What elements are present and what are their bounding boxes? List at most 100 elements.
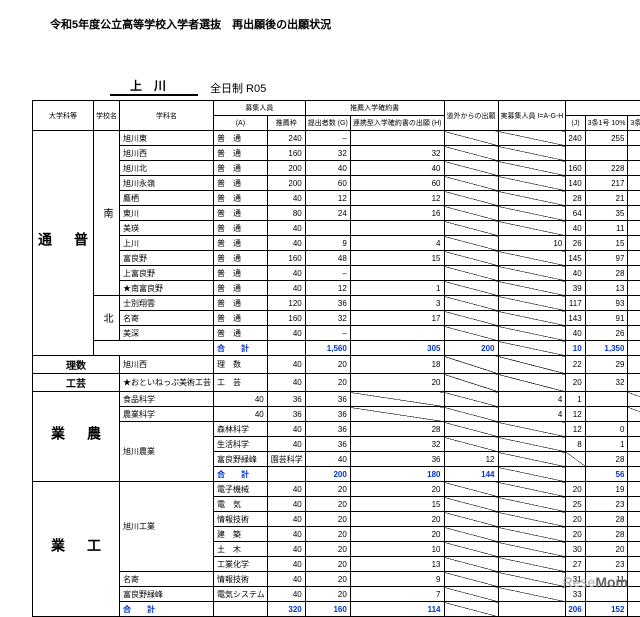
cell-d	[498, 326, 566, 341]
cell-h	[444, 542, 498, 557]
cell-d	[498, 146, 566, 161]
cell-i: 40	[566, 266, 585, 281]
cell-s: 180	[350, 467, 444, 482]
cell-h	[444, 281, 498, 296]
col-j: (J)	[566, 116, 585, 131]
table-row: 合 計3201601142061520.710.8	[33, 602, 640, 617]
course-cell	[267, 341, 305, 356]
cell-j: 35	[585, 206, 628, 221]
cell-d	[498, 176, 566, 191]
cell-j1	[628, 236, 640, 251]
cell-a: 240	[267, 131, 305, 146]
cell-d	[498, 131, 566, 146]
cell-i	[566, 146, 585, 161]
cell-d: 10	[566, 341, 585, 356]
school-cell: 士別翔雲	[120, 296, 214, 311]
cell-d	[566, 452, 585, 467]
table-row: 普通南旭川東普 通240–240255211.11.2	[33, 131, 640, 146]
cell-a: 40	[267, 356, 305, 374]
school-cell: 合 計	[214, 341, 268, 356]
course-cell: 工業化学	[214, 557, 268, 572]
type-label: 全日制 R05	[210, 80, 266, 96]
cell-g: 20	[350, 512, 444, 527]
cell-j: 11	[585, 221, 628, 236]
cell-d	[498, 527, 566, 542]
course-cell: 工 芸	[214, 374, 268, 392]
cell-s: 12	[305, 281, 350, 296]
school-cell: 美深	[120, 326, 214, 341]
cell-g: 15	[350, 251, 444, 266]
school-cell: 旭川東	[120, 131, 214, 146]
col-recruit: 募集人員	[214, 101, 306, 116]
cell-s: 20	[305, 527, 350, 542]
course-cell: 普 通	[214, 161, 268, 176]
cell-a: 40	[267, 557, 305, 572]
cell-d	[498, 497, 566, 512]
table-row: 富良野普 通16048151459700.70.9	[33, 251, 640, 266]
cell-j	[585, 146, 628, 161]
cell-h	[498, 341, 566, 356]
cell-j1: 1	[628, 296, 640, 311]
cell-d	[498, 557, 566, 572]
cell-s: 20	[305, 572, 350, 587]
table-row: 合 計1,560305200101,3501,3307451.01.0	[33, 341, 640, 356]
cell-d	[498, 482, 566, 497]
cell-j1: 6	[628, 176, 640, 191]
cell-j: 23	[585, 497, 628, 512]
cell-j1	[628, 422, 640, 437]
cell-a: 40	[267, 542, 305, 557]
cell-a: 40	[267, 221, 305, 236]
cell-i: 28	[585, 452, 628, 467]
cell-j: 15	[585, 236, 628, 251]
table-row: 旭川北普 通2004040160228291.41.3	[33, 161, 640, 176]
col-saiall: 再出願後の全出願者数	[566, 101, 640, 116]
cell-i: 4	[498, 392, 566, 407]
cell-s: 12	[305, 191, 350, 206]
side-minami: 南	[94, 131, 120, 296]
cell-j	[628, 452, 640, 467]
cell-d	[444, 407, 498, 422]
cell-j: 19	[585, 482, 628, 497]
cell-g: 20	[350, 482, 444, 497]
col-g: 提出者数 (G)	[305, 116, 350, 131]
table-row: 工業旭川工業電子機械40202020191.01.1	[33, 482, 640, 497]
school-cell: 合 計	[214, 467, 268, 482]
course-cell: 情報技術	[214, 512, 268, 527]
school-cell: 名寄	[120, 572, 214, 587]
cell-s: 20	[305, 557, 350, 572]
cell-j1	[628, 557, 640, 572]
cell-h	[444, 602, 498, 617]
cell-h	[444, 374, 498, 392]
cell-j1	[628, 146, 640, 161]
cell-s: 9	[305, 236, 350, 251]
cell-g: 40	[350, 161, 444, 176]
cell-j: 0	[585, 422, 628, 437]
cell-a: 40	[267, 587, 305, 602]
cell-i: 117	[566, 296, 585, 311]
cell-j1	[585, 407, 628, 422]
cell-d: 10	[498, 236, 566, 251]
side-kougei: 工芸	[33, 374, 120, 392]
course-cell: 普 通	[214, 146, 268, 161]
cell-j1	[628, 512, 640, 527]
course-cell: 生活科学	[214, 437, 268, 452]
cell-j1	[628, 602, 640, 617]
cell-j1	[628, 527, 640, 542]
cell-j1	[628, 251, 640, 266]
cell-i: 160	[566, 161, 585, 176]
side-nou: 農業	[33, 392, 120, 482]
cell-g: 28	[350, 422, 444, 437]
col-j2: 3条2号 5%	[628, 116, 640, 131]
cell-i: 143	[566, 311, 585, 326]
cell-i: 8	[566, 437, 585, 452]
cell-i: 20	[566, 512, 585, 527]
cell-d	[566, 467, 585, 482]
cell-d	[444, 392, 498, 407]
cell-s: 20	[305, 374, 350, 392]
cell-i: 140	[566, 176, 585, 191]
cell-d	[498, 266, 566, 281]
cell-d	[498, 356, 566, 374]
cell-a: 40	[267, 191, 305, 206]
school-cell: 旭川西	[120, 146, 214, 161]
cell-a: 40	[267, 422, 305, 437]
